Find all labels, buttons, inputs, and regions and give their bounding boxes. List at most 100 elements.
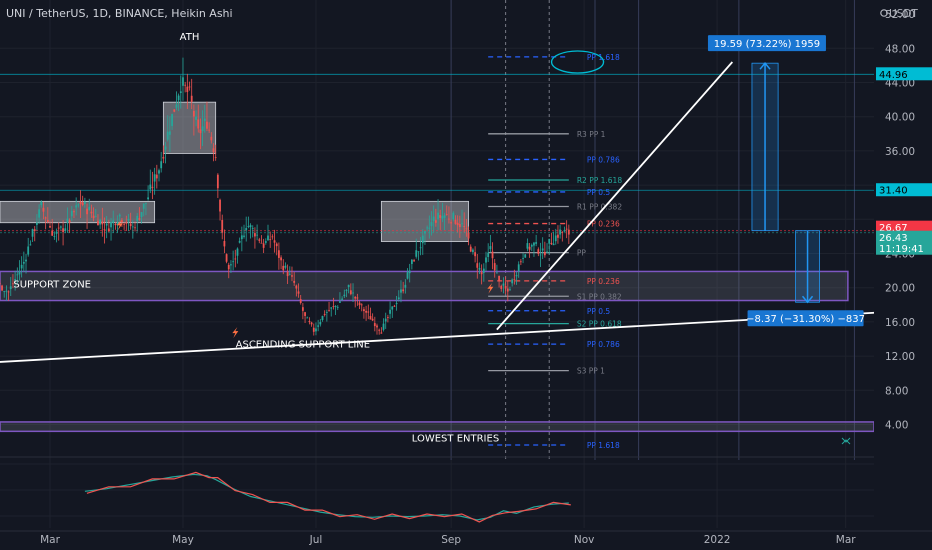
price-axis[interactable]: 4.008.0012.0016.0020.0024.0036.0040.0044… (874, 0, 932, 533)
candle-body (7, 291, 10, 293)
candle-body (227, 264, 230, 270)
downside-target-label[interactable]: −8.37 (−31.30%) −837 (746, 314, 865, 325)
price-tag-bg (876, 230, 932, 255)
gear-icon[interactable] (880, 9, 888, 17)
upside-target-label-box[interactable] (707, 35, 826, 52)
candle-body (561, 231, 564, 233)
candle-body (465, 228, 468, 230)
candle-body (42, 207, 45, 212)
countdown-label[interactable]: 11:19:41 (879, 244, 924, 255)
time-tick-label[interactable]: Mar (836, 534, 856, 546)
settings-corner-icon[interactable] (841, 437, 851, 445)
candle-body (489, 246, 492, 250)
time-tick-label[interactable]: May (172, 534, 194, 546)
pivot-label: PP 1.618 (587, 53, 620, 62)
time-tick-label[interactable]: Mar (40, 534, 60, 546)
pivot-label: R3 PP 1 (577, 130, 606, 139)
time-tick-label[interactable]: Sep (441, 534, 461, 546)
candle-body (461, 223, 463, 225)
candle-body (73, 211, 75, 213)
candle-body (195, 116, 197, 120)
candle-body (330, 307, 333, 309)
candle-body (308, 321, 311, 323)
price-tag-label[interactable]: 26.43 (879, 233, 908, 244)
measure-tools[interactable]: 19.59 (73.22%) 1959 −8.37 (−31.30%) −837 (707, 35, 865, 327)
candle-body (125, 222, 128, 224)
candle-body (153, 174, 156, 182)
candle-body (456, 222, 459, 226)
price-tag-label[interactable]: 31.40 (879, 186, 908, 197)
candle-body (230, 264, 232, 266)
candle-body (291, 275, 293, 277)
candle-body (325, 312, 328, 313)
lightning-icon (232, 327, 239, 339)
price-tick-label: 52.00 (885, 9, 915, 21)
candle-body (382, 323, 385, 330)
time-tick-label[interactable]: Nov (574, 534, 595, 546)
candle-body (171, 114, 173, 127)
candle-body (345, 289, 348, 291)
time-tick-label[interactable]: Jul (309, 534, 323, 546)
candle-body (293, 280, 296, 283)
candle-body (332, 306, 335, 308)
candle-body (557, 234, 559, 238)
candle-body (9, 286, 12, 290)
candle-body (408, 270, 411, 274)
candle-body (288, 273, 291, 275)
candle-body (140, 212, 143, 218)
candle-body (136, 215, 139, 222)
candle-body (426, 227, 429, 229)
candle-body (243, 235, 245, 237)
candle-body (445, 213, 448, 215)
candle-body (177, 95, 180, 101)
candle-body (75, 205, 78, 208)
candle-body (114, 223, 117, 226)
candle-body (81, 202, 84, 205)
candle-body (511, 279, 514, 284)
pivot-label: PP (577, 249, 587, 258)
candle-body (258, 239, 261, 241)
candle-body (352, 292, 354, 294)
upside-target-label[interactable]: 19.59 (73.22%) 1959 (714, 39, 820, 50)
candle-body (347, 284, 350, 288)
candle-body (554, 235, 557, 242)
ascending-support-line-label: ASCENDING SUPPORT LINE (236, 340, 370, 351)
candle-body (175, 104, 178, 108)
price-tag-label[interactable]: 44.96 (879, 70, 908, 81)
candle-body (251, 228, 254, 229)
candle-body (92, 215, 95, 219)
candle-body (155, 174, 158, 179)
candle-body (249, 225, 252, 228)
candle-body (376, 325, 378, 328)
candle-body (299, 299, 302, 303)
candle-body (395, 303, 398, 305)
candle-body (393, 305, 396, 307)
candle-body (145, 202, 147, 204)
time-tick-label[interactable]: 2022 (704, 534, 731, 546)
candle-body (212, 148, 215, 153)
candle-body (476, 263, 479, 268)
lightning-icon (487, 282, 494, 294)
candle-body (380, 332, 383, 334)
candle-body (424, 231, 426, 234)
candle-body (415, 250, 418, 257)
candles[interactable] (0, 57, 570, 336)
lowest-entries-label: LOWEST ENTRIES (412, 434, 499, 445)
symbol-title[interactable]: UNI / TetherUS, 1D, BINANCE, Heikin Ashi (6, 7, 233, 20)
price-tag-label[interactable]: 26.67 (879, 223, 908, 234)
pivot-label: PP 0.786 (587, 340, 620, 349)
candle-body (70, 210, 73, 217)
downside-target-label-box[interactable] (747, 310, 864, 327)
candle-body (522, 258, 524, 259)
candle-body (441, 215, 444, 219)
price-tag-bg (876, 220, 932, 234)
candle-body (264, 241, 267, 243)
candle-body (417, 251, 420, 253)
candle-body (334, 306, 337, 308)
time-axis[interactable]: Mar May Jul Sep Nov 2022 Mar (0, 530, 932, 546)
candle-body (36, 222, 38, 225)
candle-body (103, 229, 106, 231)
candle-body (138, 218, 141, 220)
candle-body (450, 222, 453, 224)
currency-label[interactable]: USDT (889, 8, 918, 20)
